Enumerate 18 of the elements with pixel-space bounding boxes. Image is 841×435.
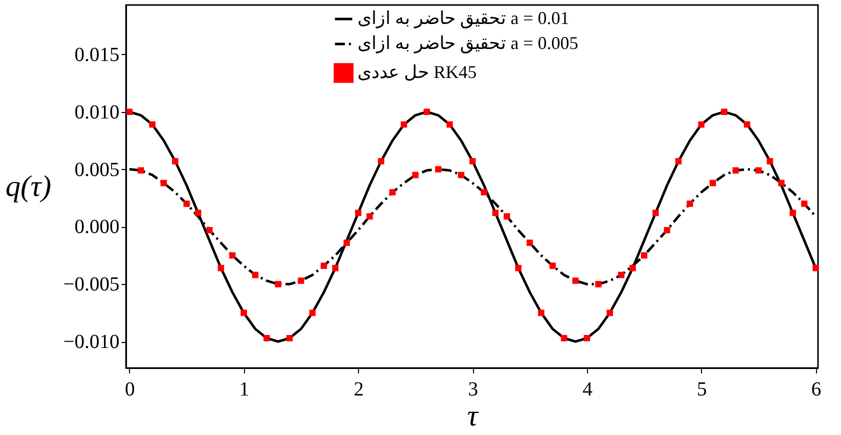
y-tick-label: −0.010 <box>63 331 120 354</box>
y-tick-label: 0.015 <box>74 44 120 66</box>
x-tick-label: 4 <box>582 378 592 400</box>
x-tick-label: 2 <box>354 378 364 400</box>
x-tick-label: 1 <box>239 378 250 400</box>
x-axis-title: τ <box>467 400 480 432</box>
y-axis-title: q(τ) <box>6 170 52 203</box>
x-tick-label: 3 <box>468 378 478 400</box>
legend-label: تحقیق حاضر به ازای a = 0.005 <box>358 33 578 54</box>
y-tick-label: 0.000 <box>74 216 120 238</box>
x-tick-label: 5 <box>696 378 707 400</box>
x-tick-label: 6 <box>811 378 822 400</box>
y-tick-label: 0.005 <box>74 158 120 181</box>
x-tick-label: 0 <box>124 378 135 400</box>
legend-label: تحقیق حاضر به ازای a = 0.01 <box>358 8 570 29</box>
y-tick-label: 0.010 <box>74 101 120 124</box>
legend-label: حل عددی RK45 <box>358 62 477 82</box>
y-tick-label: −0.005 <box>63 274 120 296</box>
